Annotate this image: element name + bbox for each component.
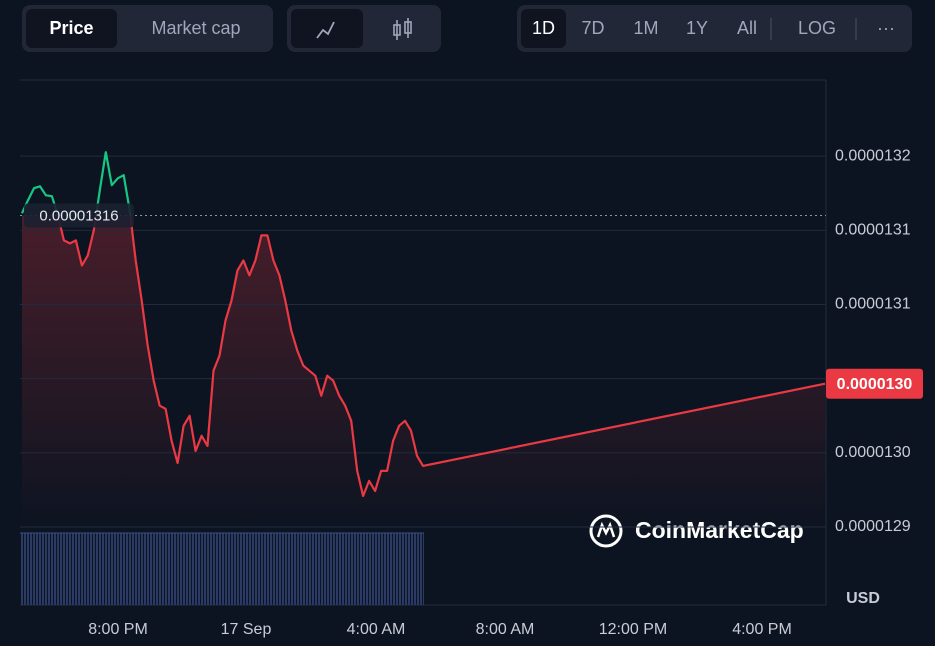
line-chart-button[interactable] (291, 9, 363, 48)
price-line (20, 151, 826, 498)
x-tick-label: 8:00 PM (88, 621, 148, 638)
logo-mark (596, 521, 616, 538)
x-tick-label: 4:00 AM (347, 621, 406, 638)
more-button[interactable]: ··· (877, 18, 895, 38)
currency-label: USD (846, 590, 880, 607)
last-price-tag (826, 368, 923, 399)
y-tick-label: 0.0000130 (835, 444, 911, 461)
chart-type-toggle (287, 5, 441, 52)
range-button[interactable]: 1M (633, 18, 658, 38)
y-tick-label: 0.0000129 (835, 518, 911, 535)
range-button[interactable]: 7D (581, 18, 604, 38)
x-tick-label: 12:00 PM (599, 621, 667, 638)
price-button[interactable]: Price (49, 18, 93, 38)
reference-label: 0.00001316 (39, 207, 118, 224)
y-tick-label: 0.0000131 (835, 296, 911, 313)
x-tick-label: 8:00 AM (476, 621, 535, 638)
candle-icon[interactable] (393, 18, 412, 40)
range-button[interactable]: 1Y (686, 18, 708, 38)
price-area (22, 215, 825, 527)
watermark-text: CoinMarketCap (635, 517, 804, 543)
log-button[interactable]: LOG (798, 18, 836, 38)
logo (589, 514, 623, 548)
y-tick-label: 0.0000131 (835, 222, 911, 239)
x-tick-label: 17 Sep (221, 621, 272, 638)
y-tick-label: 0.0000132 (835, 147, 911, 164)
x-tick-label: 4:00 PM (732, 621, 792, 638)
range-button[interactable]: All (737, 18, 757, 38)
market-cap-button[interactable]: Market cap (151, 18, 240, 38)
range-button[interactable]: 1D (532, 18, 555, 38)
metric-toggle: Price Market cap (22, 5, 273, 52)
range-toggle: 1D 7D 1M 1Y All LOG ··· (517, 5, 912, 52)
line-icon (316, 21, 335, 39)
volume-bars (20, 533, 424, 605)
active-button[interactable] (26, 9, 117, 48)
watermark: CoinMarketCap (589, 514, 804, 548)
reference-label-box (24, 203, 134, 228)
toggle-group (517, 5, 912, 52)
last-price-label: 0.0000130 (837, 376, 913, 393)
active-range[interactable] (521, 9, 566, 48)
